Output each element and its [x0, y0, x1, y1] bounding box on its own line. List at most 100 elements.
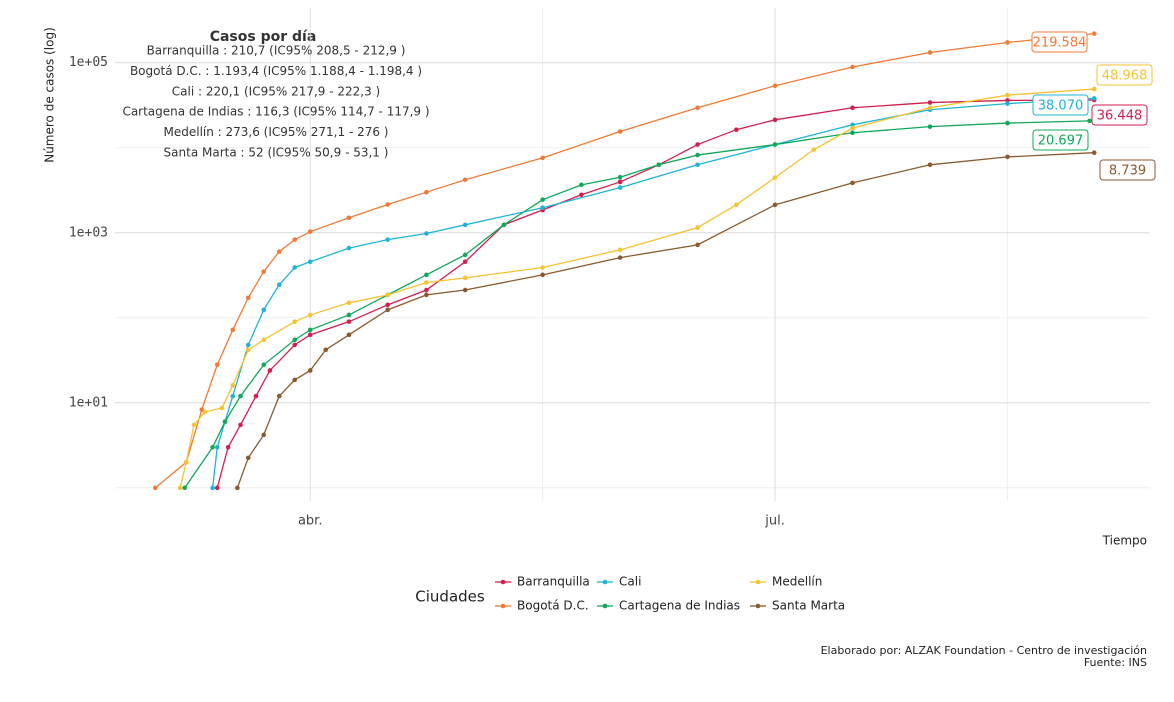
data-point — [346, 215, 352, 221]
data-point — [734, 202, 739, 208]
legend-label: Cartagena de Indias — [619, 599, 740, 613]
data-point — [695, 162, 700, 168]
data-point — [238, 393, 243, 399]
data-point — [210, 444, 215, 450]
value-label-box — [1091, 104, 1148, 126]
data-point — [1087, 118, 1092, 124]
data-point — [772, 142, 778, 147]
data-point — [202, 409, 208, 415]
data-point — [462, 222, 468, 228]
legend-label: Santa Marta — [772, 599, 845, 613]
legend-title: Ciudades — [415, 588, 485, 606]
data-point — [385, 307, 390, 313]
data-point — [1005, 154, 1010, 160]
data-point — [695, 152, 700, 158]
x-tick-label: jul. — [764, 514, 785, 529]
value-label: 8.739 — [1109, 164, 1146, 179]
data-point — [695, 142, 700, 147]
data-point — [191, 422, 197, 428]
data-point — [219, 405, 225, 411]
annotation-line: Cartagena de Indias : 116,3 (IC95% 114,7… — [122, 105, 429, 119]
data-point — [276, 393, 282, 399]
value-label: 36.448 — [1097, 109, 1143, 124]
data-point — [307, 332, 313, 338]
data-point — [462, 275, 468, 281]
data-point — [656, 162, 662, 168]
data-point — [424, 292, 429, 298]
data-point — [1005, 120, 1010, 126]
value-label: 38.070 — [1038, 99, 1084, 114]
data-point — [927, 124, 933, 129]
data-point — [927, 50, 933, 55]
data-point — [617, 179, 623, 185]
data-point — [811, 147, 817, 152]
y-tick-label: 1e+03 — [69, 225, 108, 240]
data-point — [462, 259, 468, 265]
data-point — [734, 127, 739, 132]
data-point — [1091, 96, 1097, 101]
data-point — [617, 247, 623, 253]
data-point — [307, 312, 313, 318]
series-line — [154, 33, 1095, 489]
data-point — [424, 287, 429, 293]
grid — [115, 8, 1150, 501]
data-point — [245, 295, 251, 301]
annotation-line: Bogotá D.C. : 1.193,4 (IC95% 1.188,4 - 1… — [130, 64, 422, 78]
value-label-box — [1099, 159, 1156, 181]
data-point — [245, 455, 251, 461]
data-point — [927, 105, 933, 111]
data-point — [850, 180, 855, 186]
data-point — [230, 383, 236, 388]
legend-label: Barranquilla — [517, 575, 590, 589]
data-point — [238, 422, 243, 428]
data-point — [346, 312, 352, 318]
data-point — [214, 485, 220, 491]
data-point — [1005, 40, 1010, 45]
annotation-line: Cali : 220,1 (IC95% 217,9 - 222,3 ) — [172, 84, 381, 98]
value-label: 20.697 — [1038, 134, 1084, 149]
y-tick-label: 1e+01 — [69, 395, 108, 410]
data-point — [1091, 150, 1097, 156]
data-point — [424, 280, 429, 285]
data-point — [292, 337, 298, 343]
data-point — [323, 347, 329, 353]
data-point — [772, 83, 778, 89]
data-point — [385, 202, 390, 207]
series-line — [236, 152, 1095, 489]
data-point — [346, 332, 352, 338]
data-point — [346, 319, 352, 324]
data-point — [307, 259, 313, 265]
data-point — [182, 485, 188, 491]
data-point — [850, 122, 855, 128]
data-point — [1005, 98, 1010, 103]
data-point — [292, 265, 298, 270]
data-point — [850, 130, 855, 136]
data-point — [850, 64, 855, 70]
y-tick-label: 1e+05 — [69, 55, 108, 70]
data-point — [276, 282, 282, 287]
data-point — [307, 327, 313, 333]
data-point — [292, 319, 298, 324]
data-point — [850, 105, 855, 111]
series: 8.739 — [235, 150, 1156, 491]
data-point — [177, 485, 183, 491]
data-point — [261, 269, 267, 274]
annotation-line: Medellín : 273,6 (IC95% 271,1 - 276 ) — [164, 125, 389, 139]
data-point — [462, 177, 468, 183]
y-axis-label: Número de casos (log) — [43, 27, 57, 163]
legend-label: Medellín — [772, 575, 822, 589]
data-point — [424, 272, 429, 278]
data-point — [540, 265, 545, 270]
data-point — [695, 105, 700, 111]
data-point — [346, 245, 352, 251]
data-point — [617, 129, 623, 134]
data-point — [245, 347, 251, 353]
series: 38.070 — [210, 94, 1097, 491]
x-tick-label: abr. — [298, 514, 323, 529]
data-point — [183, 459, 189, 465]
data-point — [540, 205, 545, 211]
annotation-line: Santa Marta : 52 (IC95% 50,9 - 53,1 ) — [164, 146, 389, 160]
data-point — [385, 237, 390, 242]
data-point — [501, 222, 507, 228]
